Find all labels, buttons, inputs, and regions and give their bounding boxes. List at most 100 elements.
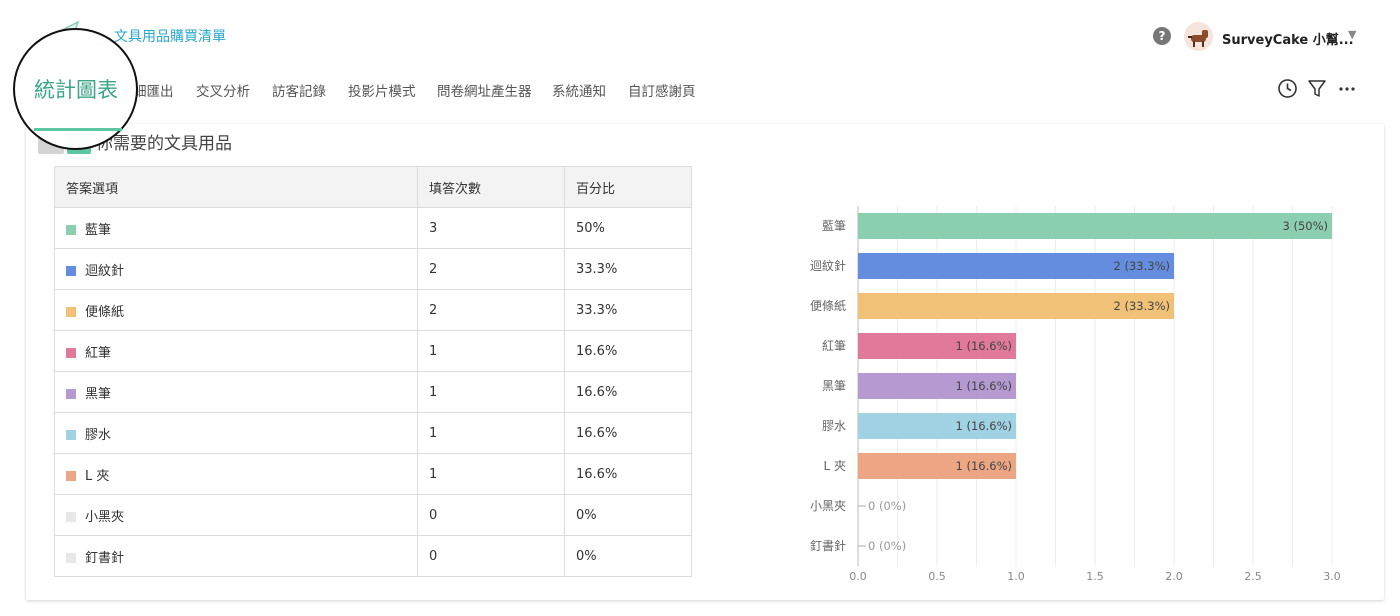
option-label: 膠水 (85, 427, 112, 443)
data-label: 0 (0%) (868, 539, 906, 553)
option-label: 紅筆 (85, 345, 112, 361)
highlighted-tab-label[interactable]: 統計圖表 (34, 78, 118, 102)
option-cell: 黑筆 (54, 371, 418, 413)
column-header-percent: 百分比 (564, 166, 692, 208)
x-tick-label: 2.0 (1165, 570, 1183, 583)
percent-cell: 16.6% (564, 453, 692, 495)
count-cell: 1 (417, 330, 565, 372)
x-tick-label: 3.0 (1323, 570, 1341, 583)
percent-cell: 16.6% (564, 330, 692, 372)
category-label: 黑筆 (822, 379, 846, 393)
category-label: 膠水 (822, 419, 846, 433)
report-nav: 統計圖表 細匯出 交叉分析 訪客記錄 投影片模式 問卷網址產生器 系統通知 自訂… (0, 72, 1384, 120)
bar (858, 373, 1016, 399)
help-icon[interactable]: ? (1153, 27, 1171, 45)
count-cell: 2 (417, 289, 565, 331)
tab-cross-analysis[interactable]: 交叉分析 (196, 84, 250, 100)
user-name[interactable]: SurveyCake 小幫... (1222, 33, 1354, 48)
x-tick-label: 1.5 (1086, 570, 1104, 583)
table-row: 釘書針 0 0% (54, 535, 692, 577)
filter-icon[interactable] (1307, 78, 1327, 99)
bar (858, 413, 1016, 439)
tab-thank-you-page[interactable]: 自訂感謝頁 (628, 84, 696, 100)
question-title: 你需要的文具用品 (96, 134, 232, 154)
option-label: 黑筆 (85, 386, 112, 402)
category-label: 小黑夾 (810, 499, 846, 513)
option-cell: 紅筆 (54, 330, 418, 372)
top-bar: 文具用品購買清單 ? SurveyCake 小幫... ▼ (0, 0, 1400, 72)
tab-detail-export[interactable]: 細匯出 (133, 84, 174, 100)
data-label: 0 (0%) (868, 499, 906, 513)
column-header-option: 答案選項 (54, 166, 418, 208)
active-tab-underline (34, 128, 122, 131)
data-label: 3 (50%) (1282, 219, 1328, 233)
color-swatch (66, 470, 76, 481)
category-label: L 夾 (823, 459, 846, 473)
category-label: 迴紋針 (810, 258, 846, 273)
option-label: L 夾 (85, 468, 110, 484)
data-label: 1 (16.6%) (956, 339, 1012, 353)
count-cell: 1 (417, 453, 565, 495)
option-label: 便條紙 (85, 304, 125, 320)
percent-cell: 0% (564, 494, 692, 536)
stats-table: 答案選項 填答次數 百分比 藍筆 3 50% 迴紋針 2 33.3% 便條紙 2 33.3% 紅筆… (54, 166, 692, 577)
count-cell: 0 (417, 494, 565, 536)
bar (858, 293, 1174, 319)
color-swatch (66, 224, 76, 235)
table-row: 藍筆 3 50% (54, 207, 692, 249)
color-swatch (66, 429, 76, 440)
option-cell: 小黑夾 (54, 494, 418, 536)
x-tick-label: 2.5 (1244, 570, 1262, 583)
percent-cell: 33.3% (564, 248, 692, 290)
chevron-down-icon[interactable]: ▼ (1348, 28, 1357, 41)
option-cell: 便條紙 (54, 289, 418, 331)
color-swatch (66, 388, 76, 399)
clock-icon[interactable] (1277, 78, 1298, 99)
category-label: 釘書針 (810, 538, 846, 553)
category-label: 藍筆 (822, 219, 846, 233)
more-options-icon[interactable] (1339, 86, 1355, 92)
data-label: 1 (16.6%) (956, 419, 1012, 433)
color-swatch (66, 265, 76, 276)
option-label: 迴紋針 (85, 263, 125, 279)
color-swatch (66, 552, 76, 563)
table-header-row: 答案選項 填答次數 百分比 (54, 166, 692, 208)
data-label: 2 (33.3%) (1114, 259, 1170, 273)
percent-cell: 33.3% (564, 289, 692, 331)
data-label: 1 (16.6%) (956, 379, 1012, 393)
color-swatch (66, 306, 76, 317)
tab-visitor-log[interactable]: 訪客記錄 (272, 84, 326, 100)
table-row: 紅筆 1 16.6% (54, 330, 692, 372)
category-label: 便條紙 (810, 298, 846, 313)
bar-chart: 0.0 0.5 1.0 1.5 2.0 2.5 3.0 藍筆 3 (50%) 迴紋針 2 (33.3… (810, 206, 1341, 583)
option-label: 釘書針 (85, 550, 125, 566)
bar (858, 453, 1016, 479)
percent-cell: 16.6% (564, 371, 692, 413)
option-cell: 膠水 (54, 412, 418, 454)
tab-url-generator[interactable]: 問卷網址產生器 (437, 84, 532, 100)
data-label: 1 (16.6%) (956, 459, 1012, 473)
count-cell: 3 (417, 207, 565, 249)
option-cell: 藍筆 (54, 207, 418, 249)
option-cell: L 夾 (54, 453, 418, 495)
tab-slideshow[interactable]: 投影片模式 (348, 84, 416, 100)
x-tick-label: 0.5 (928, 570, 946, 583)
x-tick-label: 1.0 (1007, 570, 1025, 583)
avatar[interactable] (1184, 22, 1213, 51)
count-cell: 1 (417, 412, 565, 454)
bar (858, 333, 1016, 359)
percent-cell: 50% (564, 207, 692, 249)
option-cell: 釘書針 (54, 535, 418, 577)
column-header-count: 填答次數 (417, 166, 565, 208)
count-cell: 1 (417, 371, 565, 413)
horse-avatar-icon (1188, 30, 1208, 47)
tab-notifications[interactable]: 系統通知 (552, 84, 606, 100)
survey-title[interactable]: 文具用品購買清單 (114, 29, 226, 45)
table-row: 迴紋針 2 33.3% (54, 248, 692, 290)
data-label: 2 (33.3%) (1114, 299, 1170, 313)
table-row: 便條紙 2 33.3% (54, 289, 692, 331)
percent-cell: 0% (564, 535, 692, 577)
table-row: 小黑夾 0 0% (54, 494, 692, 536)
table-row: L 夾 1 16.6% (54, 453, 692, 495)
x-tick-label: 0.0 (849, 570, 867, 583)
